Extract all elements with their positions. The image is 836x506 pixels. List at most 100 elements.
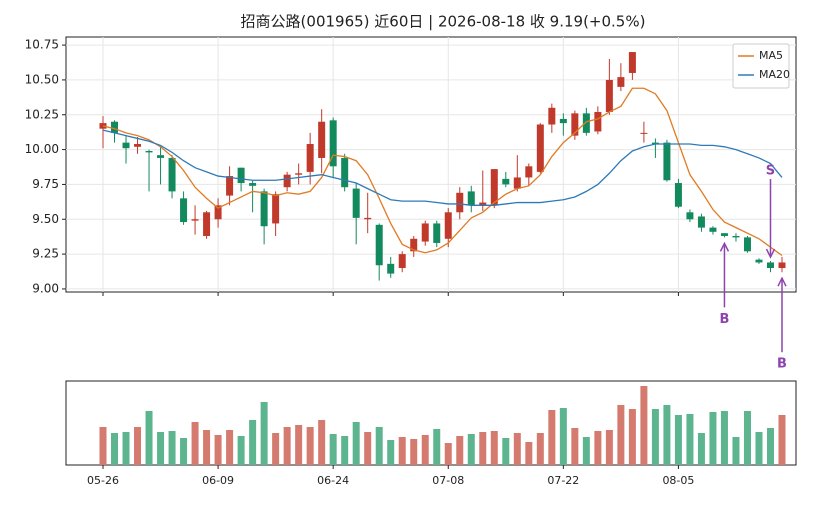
volume-bar	[490, 431, 498, 465]
candle-body	[272, 194, 280, 224]
signal-arrowhead	[765, 248, 776, 259]
candle-body	[410, 238, 418, 252]
candle-body	[502, 178, 510, 185]
candle-body	[467, 191, 475, 206]
candle-body	[111, 121, 119, 133]
candle-body	[203, 212, 211, 236]
volume-bar	[720, 411, 728, 465]
candle-body	[674, 183, 682, 207]
candle-body	[697, 216, 705, 228]
candle-body	[168, 157, 176, 192]
volume-bar	[479, 432, 487, 465]
candle-body	[513, 177, 521, 189]
price-frame	[65, 36, 797, 293]
volume-bar	[214, 435, 222, 465]
candle-body	[260, 191, 268, 227]
volume-bar	[352, 422, 360, 465]
volume-bar	[778, 415, 786, 465]
volume-bar	[203, 430, 211, 465]
candle-body	[295, 173, 303, 175]
x-tick-label: 05-26	[87, 474, 119, 487]
volume-bar	[111, 433, 119, 465]
candle-body	[226, 176, 234, 196]
volume-bar	[306, 427, 314, 465]
y-tick-label: 10.25	[25, 107, 59, 121]
candle-body	[536, 124, 544, 172]
volume-bar	[191, 422, 199, 465]
candle-body	[421, 223, 429, 242]
volume-bar	[249, 420, 257, 465]
candle-body	[249, 183, 257, 186]
volume-bar	[766, 428, 774, 465]
volume-bar	[548, 410, 556, 465]
candle-body	[364, 217, 372, 220]
y-tick-label: 9.00	[32, 281, 59, 295]
candle-body	[237, 167, 245, 184]
candle-body	[686, 212, 694, 220]
volume-bar	[686, 414, 694, 465]
candle-body	[778, 262, 786, 269]
volume-bar	[410, 439, 418, 465]
volume-bar	[559, 408, 567, 465]
candle-body	[720, 233, 728, 236]
volume-bar	[663, 405, 671, 465]
volume-bar	[732, 437, 740, 465]
volume-bar	[617, 405, 625, 465]
signal-label: B	[719, 312, 729, 327]
candle-body	[525, 166, 533, 178]
candle-body	[283, 174, 291, 188]
volume-bar	[571, 428, 579, 465]
y-tick-label: 10.50	[25, 72, 59, 86]
volume-bar	[134, 427, 142, 465]
volume-bar	[743, 411, 751, 465]
volume-bar	[283, 427, 291, 465]
y-tick-label: 10.75	[25, 38, 59, 52]
candle-body	[122, 142, 130, 149]
candle-body	[329, 120, 337, 167]
legend-label: MA20	[759, 68, 790, 81]
volume-bar	[260, 402, 268, 465]
volume-bar	[387, 440, 395, 465]
volume-bar	[582, 437, 590, 465]
volume-bar	[594, 431, 602, 465]
candle-body	[433, 223, 441, 243]
volume-bar	[433, 429, 441, 465]
candle-body	[640, 132, 648, 134]
candle-body	[582, 113, 590, 133]
signal-arrowhead	[719, 241, 730, 252]
candle-body	[709, 227, 717, 232]
volume-bar	[674, 415, 682, 465]
volume-bar	[513, 433, 521, 465]
candle-body	[663, 142, 671, 181]
volume-bar	[421, 435, 429, 465]
candle-body	[341, 157, 349, 188]
candle-body	[191, 219, 199, 221]
candle-body	[559, 118, 567, 124]
signal-label: B	[777, 357, 787, 372]
x-tick-label: 07-08	[432, 474, 464, 487]
candle-body	[398, 254, 406, 269]
candle-body	[214, 205, 222, 220]
y-tick-label: 10.00	[25, 142, 59, 156]
volume-bar	[709, 412, 717, 465]
candle-body	[743, 237, 751, 252]
volume-bar	[99, 427, 107, 465]
candle-body	[456, 192, 464, 213]
volume-bar	[295, 425, 303, 465]
x-tick-label: 08-05	[662, 474, 694, 487]
legend-box	[732, 43, 790, 89]
volume-bar	[755, 432, 763, 465]
candle-body	[766, 262, 774, 269]
volume-bar	[525, 442, 533, 465]
signal-label: S	[766, 164, 775, 179]
volume-bar	[398, 437, 406, 465]
volume-bar	[444, 443, 452, 465]
volume-bar	[226, 430, 234, 465]
candle-body	[617, 77, 625, 87]
ma-line	[102, 87, 783, 257]
legend-label: MA5	[759, 49, 783, 62]
volume-bar	[536, 433, 544, 465]
candle-body	[755, 259, 763, 263]
volume-bar	[180, 438, 188, 465]
